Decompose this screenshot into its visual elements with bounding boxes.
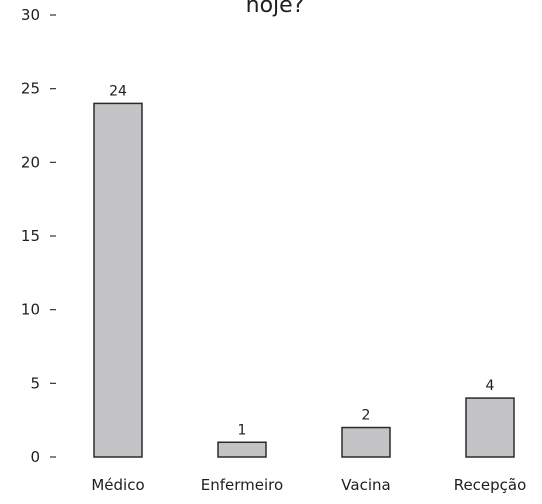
y-tick-label-15: 15 [21, 227, 40, 245]
data-label-médico: 24 [109, 83, 127, 99]
x-tick-label-vacina: Vacina [341, 476, 390, 494]
y-tick-label-30: 30 [21, 6, 40, 24]
x-tick-label-enfermeiro: Enfermeiro [201, 476, 283, 494]
y-tick-label-20: 20 [21, 153, 40, 171]
chart-title: hoje? [246, 0, 305, 18]
y-axis: 0 5 10 15 20 25 30 [21, 6, 56, 466]
bar-recepção [465, 397, 515, 458]
y-tick-label-10: 10 [21, 301, 40, 319]
data-label-vacina: 2 [362, 408, 371, 424]
data-label-enfermeiro: 1 [238, 422, 247, 438]
data-label-recepção: 4 [486, 378, 495, 394]
bar-enfermeiro [217, 441, 267, 458]
x-tick-label-médico: Médico [91, 476, 144, 494]
bar-médico [93, 102, 143, 458]
x-tick-label-recepção: Recepção [454, 476, 527, 494]
bar-vacina [341, 426, 391, 458]
y-tick-label-25: 25 [21, 80, 40, 98]
x-axis: Médico Enfermeiro Vacina Recepção [91, 476, 526, 494]
bars-group [93, 102, 515, 458]
y-tick-label-5: 5 [30, 374, 40, 392]
y-tick-label-0: 0 [30, 448, 40, 466]
